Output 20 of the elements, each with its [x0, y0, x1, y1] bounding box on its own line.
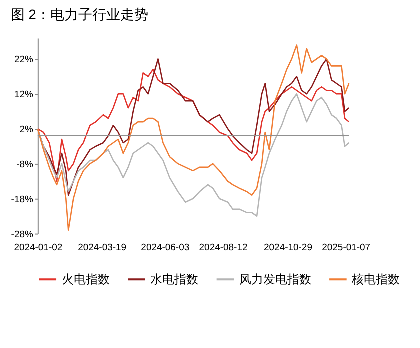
- x-tick-label: 2024-10-29: [264, 242, 312, 254]
- y-tick-label: 2%: [20, 124, 34, 136]
- line-series: [37, 44, 350, 231]
- y-tick-label: -28%: [11, 229, 34, 240]
- x-tick-label: 2024-06-03: [141, 242, 190, 254]
- x-tick-label: 2024-01-02: [14, 242, 63, 254]
- legend-label: 水电指数: [150, 272, 199, 287]
- y-tick-label: -8%: [16, 159, 34, 170]
- chart-title: 图 2：电力子行业走势: [10, 6, 148, 22]
- legend-label: 火电指数: [62, 272, 110, 287]
- legend-label: 核电指数: [351, 272, 400, 287]
- y-tick-label: 12%: [14, 90, 34, 101]
- line-series: [37, 69, 350, 182]
- x-tick-label: 2024-08-12: [199, 242, 248, 254]
- x-tick-label: 2025-01-07: [322, 242, 371, 254]
- y-tick-label: -18%: [11, 194, 34, 206]
- legend-label: 风力发电指数: [239, 272, 312, 287]
- y-tick-label: 22%: [14, 54, 34, 66]
- x-tick-label: 2024-03-19: [78, 242, 127, 254]
- line-series: [37, 93, 350, 217]
